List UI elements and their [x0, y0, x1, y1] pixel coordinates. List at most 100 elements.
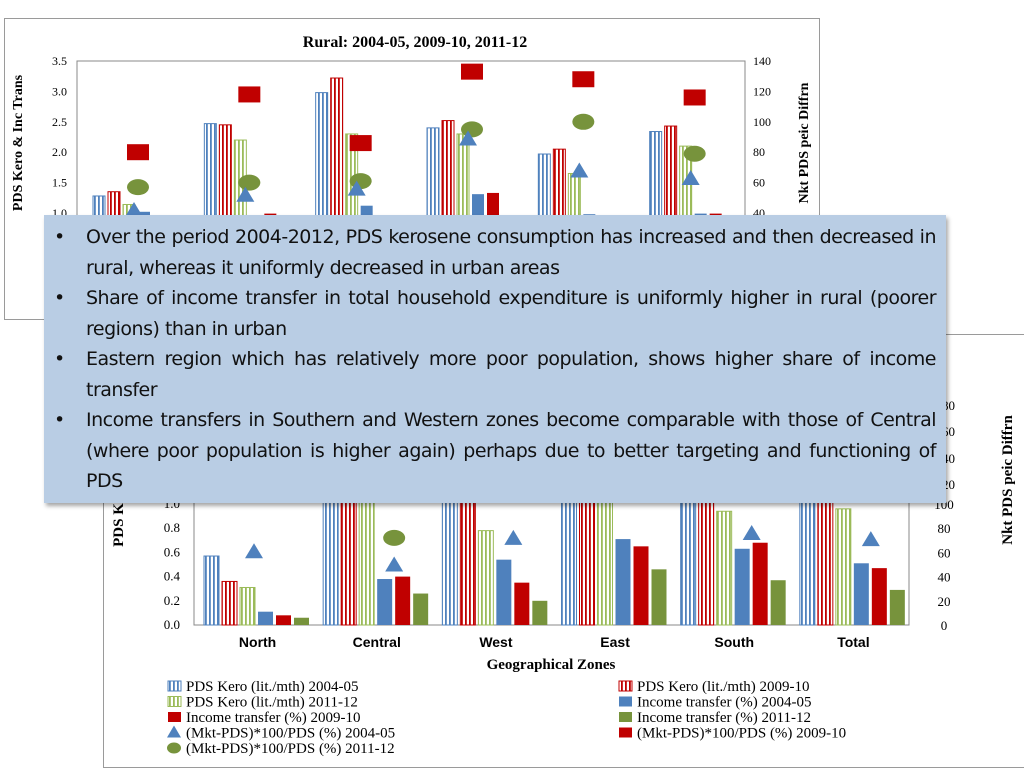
rural-marker	[349, 173, 372, 190]
urban-marker	[742, 525, 761, 541]
rural-y2-tick-label: 100	[753, 115, 771, 129]
urban-bar	[477, 530, 494, 626]
urban-x-tick-label: North	[239, 634, 276, 650]
urban-bar	[514, 582, 530, 625]
rural-y2-tick-label: 80	[753, 145, 765, 159]
urban-y-tick-label: 0.6	[164, 544, 181, 559]
urban-bar	[496, 559, 512, 625]
legend-swatch	[618, 680, 633, 692]
legend-label: (Mkt-PDS)*100/PDS (%) 2011-12	[186, 741, 395, 757]
urban-y-tick-label: 0.4	[164, 569, 181, 584]
legend-label: Income transfer (%) 2009-10	[186, 710, 361, 726]
urban-bar	[734, 548, 750, 625]
rural-marker	[125, 201, 143, 217]
urban-marker	[504, 529, 523, 545]
rural-y2-tick-label: 120	[753, 84, 771, 98]
urban-bar	[633, 546, 649, 625]
urban-bar	[413, 593, 429, 625]
rural-y-tick-label: 2.5	[52, 115, 67, 129]
legend-label: (Mkt-PDS)*100/PDS (%) 2004-05	[186, 726, 395, 742]
urban-marker	[861, 531, 880, 547]
urban-y-axis-label: PDS K	[111, 503, 127, 547]
rural-marker	[238, 86, 261, 103]
urban-bar	[221, 580, 238, 626]
urban-bar	[853, 563, 869, 625]
rural-marker	[683, 145, 706, 162]
rural-marker	[349, 135, 372, 152]
urban-x-axis-label: Geographical Zones	[487, 657, 616, 673]
urban-x-tick-label: Central	[353, 634, 401, 650]
urban-x-tick-label: West	[479, 634, 513, 650]
rural-y2-tick-label: 60	[753, 176, 765, 190]
rural-marker	[681, 170, 700, 186]
urban-x-tick-label: South	[714, 634, 754, 650]
urban-marker	[383, 529, 406, 546]
bullet-item: • Over the period 2004-2012, PDS kerosene…	[52, 222, 937, 283]
rural-marker	[570, 162, 589, 178]
bullet-dot: •	[54, 226, 65, 248]
bullet-item: • Share of income transfer in total house…	[52, 283, 937, 344]
legend-label: Income transfer (%) 2011-12	[637, 710, 811, 726]
urban-bar	[258, 611, 273, 625]
urban-y2-tick-label: 80	[938, 521, 951, 536]
urban-bar	[294, 617, 309, 625]
bullet-text: Share of income transfer in total househ…	[86, 287, 937, 340]
urban-marker	[245, 543, 263, 559]
legend-swatch	[619, 712, 632, 722]
urban-bar	[532, 600, 548, 625]
rural-y2-tick-label: 140	[753, 54, 771, 68]
urban-bar	[276, 615, 291, 625]
urban-x-tick-label: East	[600, 634, 630, 650]
urban-bar	[239, 586, 256, 626]
rural-chart-title: Rural: 2004-05, 2009-10, 2011-12	[303, 34, 527, 51]
urban-y-tick-label: 0.2	[164, 593, 180, 608]
legend-swatch	[167, 696, 182, 707]
urban-chart: PDS K Nkt PDS peic Diffrn Geographical Z…	[111, 394, 1016, 757]
rural-marker	[572, 71, 595, 88]
urban-bar	[889, 589, 905, 625]
rural-marker	[238, 174, 261, 191]
rural-y2-axis-label: Nkt PDS peic Diffrn	[797, 82, 812, 203]
bullet-item: • Income transfers in Southern and Wester…	[52, 405, 937, 497]
rural-y-axis-label: PDS Kero & Inc Trans	[11, 74, 26, 211]
urban-marker	[385, 556, 404, 572]
rural-marker	[459, 130, 477, 146]
rural-marker	[127, 179, 149, 196]
urban-bar	[377, 579, 393, 625]
rural-y-tick-label: 3.5	[52, 54, 67, 68]
urban-y2-tick-label: 40	[938, 570, 951, 585]
urban-bar	[651, 569, 667, 625]
urban-y2-tick-label: 0	[941, 618, 948, 633]
urban-y-tick-label: 0.8	[164, 520, 180, 535]
rural-marker	[683, 89, 706, 106]
legend-swatch	[619, 727, 632, 738]
rural-plot-area	[76, 60, 746, 319]
urban-bar	[752, 542, 768, 625]
bullet-dot: •	[54, 348, 65, 370]
urban-bar	[770, 580, 786, 625]
legend-label: Income transfer (%) 2004-05	[637, 695, 812, 711]
bullet-item: • Eastern region which has relatively mor…	[52, 344, 937, 405]
legend-swatch	[167, 680, 182, 692]
legend-label: PDS Kero (lit./mth) 2011-12	[186, 695, 358, 711]
rural-y-tick-label: 1.5	[52, 176, 67, 190]
rural-marker	[461, 63, 483, 80]
legend-swatch	[619, 696, 632, 707]
urban-y2-tick-label: 20	[938, 594, 951, 609]
legend-swatch	[167, 742, 181, 754]
legend-label: PDS Kero (lit./mth) 2009-10	[637, 679, 810, 695]
bullet-dot: •	[54, 409, 65, 431]
bullet-text: Eastern region which has relatively more…	[86, 348, 937, 401]
urban-bar	[395, 576, 411, 625]
rural-marker	[236, 186, 255, 202]
legend-swatch	[168, 712, 181, 722]
urban-bar	[716, 510, 733, 626]
urban-y2-tick-label: 60	[938, 545, 951, 560]
bullet-text: Over the period 2004-2012, PDS kerosene …	[86, 226, 937, 279]
urban-bar	[615, 539, 631, 625]
summary-bullet-list: • Over the period 2004-2012, PDS kerosene…	[52, 222, 937, 497]
rural-marker	[461, 121, 483, 138]
legend-label: (Mkt-PDS)*100/PDS (%) 2009-10	[637, 726, 846, 742]
rural-y-tick-label: 3.0	[52, 84, 67, 98]
bullet-dot: •	[54, 287, 65, 309]
